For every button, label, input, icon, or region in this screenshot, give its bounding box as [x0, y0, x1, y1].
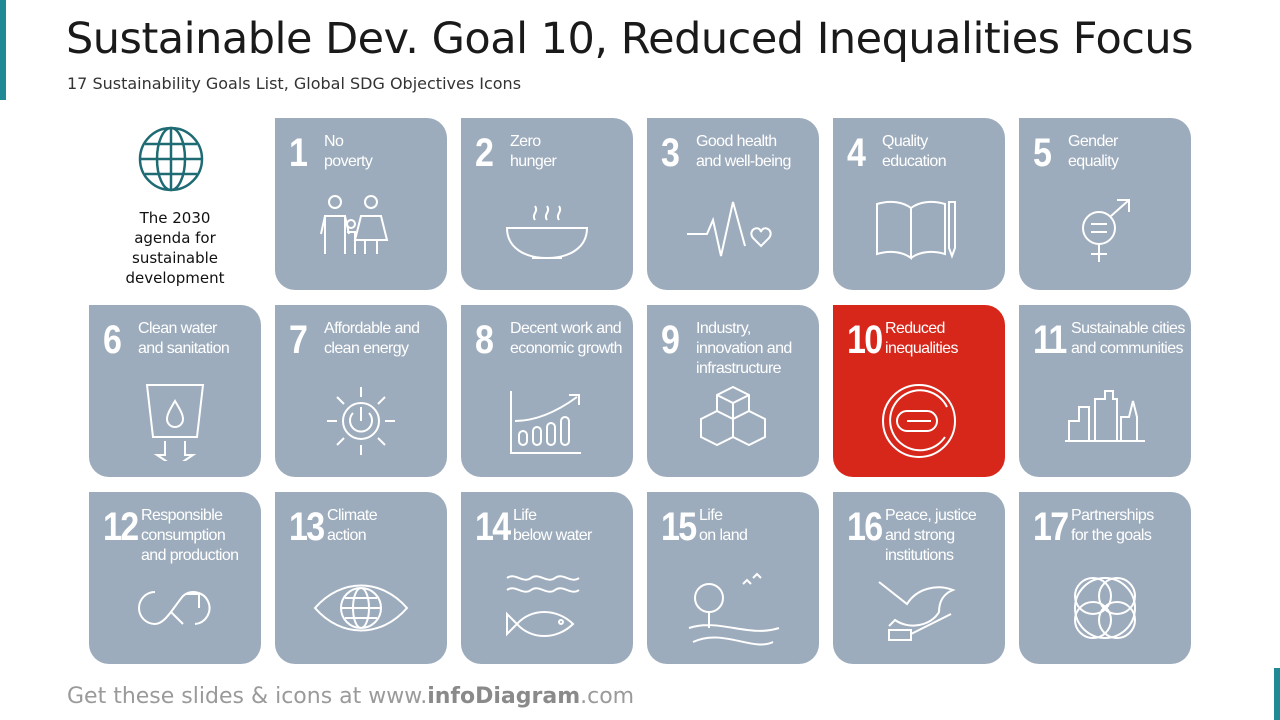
- sdg-tile: 12 Responsible consumption and production: [89, 492, 261, 664]
- sdg-tile: 15 Life on land: [647, 492, 819, 664]
- tile-number: 12: [103, 505, 139, 549]
- sdg-tile: 8 Decent work and economic growth: [461, 305, 633, 477]
- tile-label: Partnerships for the goals: [1071, 507, 1154, 544]
- tile-label: Quality education: [882, 133, 947, 170]
- tile-number: 7: [289, 318, 308, 362]
- tile-number: 6: [103, 318, 122, 362]
- title: Sustainable Dev. Goal 10, Reduced Inequa…: [66, 14, 1194, 64]
- tile-label: Life below water: [513, 507, 592, 544]
- tile-label: Sustainable cities and communities: [1071, 320, 1185, 357]
- tile-icon: [1074, 577, 1136, 639]
- tile-icon: [320, 195, 389, 254]
- tile-label: Decent work and economic growth: [510, 320, 623, 357]
- tile-number: 10: [847, 318, 883, 362]
- intro-label: The 2030 agenda for sustainable developm…: [125, 209, 225, 287]
- tile-label: Zero hunger: [510, 133, 557, 170]
- sdg-tile: 4 Quality education: [833, 118, 1005, 290]
- sdg-tile: 9 Industry, innovation and infrastructure: [647, 305, 819, 477]
- tile-number: 9: [661, 318, 680, 362]
- tile-icon: [688, 572, 780, 646]
- sdg-tile: 2 Zero hunger: [461, 118, 633, 290]
- tile-number: 8: [475, 318, 494, 362]
- tile-label: Life on land: [699, 507, 748, 544]
- tile-label: Reduced inequalities: [885, 320, 958, 357]
- sdg-tile: 16 Peace, justice and strong institutions: [833, 492, 1005, 664]
- sdg-tile: 7 Affordable and clean energy: [275, 305, 447, 477]
- tile-icon: [882, 384, 956, 458]
- sdg-tile: 3 Good health and well-being: [647, 118, 819, 290]
- tile-number: 5: [1033, 131, 1052, 175]
- tile-icon: [878, 581, 956, 641]
- tile-label: Peace, justice and strong institutions: [885, 507, 977, 564]
- sdg-tile: 10 Reduced inequalities: [833, 305, 1005, 477]
- tile-label: Climate action: [327, 507, 378, 544]
- tile-icon: [313, 584, 409, 632]
- tile-label: Industry, innovation and infrastructure: [696, 320, 792, 377]
- tile-label: Gender equality: [1068, 133, 1119, 170]
- tile-number: 1: [289, 131, 308, 175]
- tile-icon: [687, 201, 772, 257]
- sdg-tile: 11 Sustainable cities and communities: [1019, 305, 1191, 477]
- footer: Get these slides & icons at www.infoDiag…: [67, 684, 634, 709]
- tile-label: Good health and well-being: [696, 133, 791, 170]
- tile-icon: [1082, 199, 1130, 262]
- footer-text: .com: [580, 684, 635, 709]
- tile-number: 4: [847, 131, 866, 175]
- tile-icon: [1065, 390, 1145, 442]
- subtitle: 17 Sustainability Goals List, Global SDG…: [67, 74, 522, 93]
- sdg-tile: 5 Gender equality: [1019, 118, 1191, 290]
- tile-label: Responsible consumption and production: [141, 507, 239, 564]
- tile-number: 13: [289, 505, 325, 549]
- tile-icon: [138, 591, 211, 626]
- sdg-tile: 1 No poverty: [275, 118, 447, 290]
- sdg-tile: 14 Life below water: [461, 492, 633, 664]
- tile-number: 11: [1033, 318, 1067, 362]
- tile-label: No poverty: [324, 133, 373, 170]
- tile-number: 14: [475, 505, 511, 549]
- tile-icon: [506, 575, 580, 637]
- tile-label: Clean water and sanitation: [138, 320, 230, 357]
- sdg-tile: 6 Clean water and sanitation: [89, 305, 261, 477]
- tile-number: 3: [661, 131, 680, 175]
- accent-bar: [1274, 668, 1280, 720]
- tile-icon: [327, 387, 395, 455]
- tile-number: 17: [1033, 505, 1069, 549]
- globe-icon: [138, 126, 204, 192]
- tile-icon: [505, 205, 589, 260]
- tile-icon: [876, 200, 956, 260]
- tile-number: 16: [847, 505, 883, 549]
- tile-icon: [145, 384, 205, 461]
- tile-icon: [510, 391, 581, 454]
- sdg-tile: 17 Partnerships for the goals: [1019, 492, 1191, 664]
- footer-text: Get these slides & icons at www.: [67, 684, 428, 709]
- tile-label: Affordable and clean energy: [324, 320, 420, 357]
- footer-brand: infoDiagram: [427, 684, 581, 709]
- accent-bar: [0, 0, 6, 100]
- sdg-tile: 13 Climate action: [275, 492, 447, 664]
- tile-number: 15: [661, 505, 697, 549]
- tile-number: 2: [475, 131, 494, 175]
- tile-icon: [700, 385, 766, 447]
